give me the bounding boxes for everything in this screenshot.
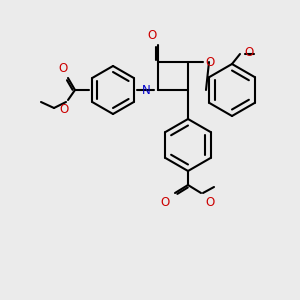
Text: O: O [205,196,214,209]
Text: N: N [142,83,151,97]
Text: O: O [161,196,170,209]
Text: O: O [147,29,157,42]
Text: O: O [59,103,69,116]
Text: O: O [58,62,68,75]
Text: O: O [205,56,214,68]
Text: O: O [244,46,253,59]
